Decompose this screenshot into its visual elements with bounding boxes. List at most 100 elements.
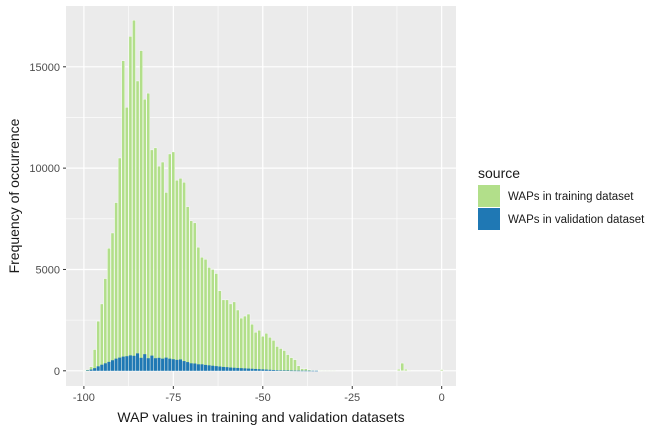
validation-bar — [196, 364, 200, 371]
legend: source WAPs in training dataset WAPs in … — [478, 165, 645, 230]
validation-bar — [121, 356, 125, 371]
validation-bar — [229, 367, 233, 371]
validation-bar — [243, 368, 247, 371]
y-tick-label: 10000 — [29, 163, 60, 175]
validation-bar — [182, 361, 186, 371]
validation-bar — [157, 357, 161, 371]
training-bar — [307, 369, 312, 371]
training-bar — [135, 80, 140, 371]
validation-bar — [218, 366, 222, 371]
validation-bar — [189, 363, 193, 371]
y-axis: 0 5000 10000 15000 — [29, 62, 66, 378]
training-bar — [271, 340, 276, 371]
training-bar — [268, 337, 272, 371]
training-bar — [157, 165, 161, 372]
validation-bar — [146, 358, 150, 371]
training-bar — [407, 369, 412, 371]
validation-bar — [239, 368, 243, 371]
training-bar — [110, 232, 115, 372]
x-tick-label: -50 — [255, 392, 271, 404]
validation-bar — [143, 354, 147, 371]
legend-label-validation: WAPs in validation dataset — [508, 214, 645, 226]
training-bar — [239, 317, 244, 371]
training-bar — [278, 348, 283, 371]
validation-bar — [128, 355, 132, 371]
validation-bar — [225, 367, 229, 371]
training-bar — [221, 299, 226, 372]
validation-bar — [268, 369, 272, 371]
validation-bar — [186, 362, 190, 371]
validation-bar — [246, 368, 250, 371]
validation-bar — [107, 361, 111, 371]
legend-key-training — [478, 185, 500, 207]
validation-bar — [114, 358, 118, 371]
training-bar — [146, 92, 151, 371]
training-bar — [257, 330, 261, 371]
training-bar — [246, 313, 251, 372]
training-bar — [114, 202, 118, 372]
training-bar — [225, 299, 229, 372]
training-bar — [404, 368, 408, 372]
validation-bar — [214, 366, 218, 371]
validation-bar — [264, 369, 268, 371]
validation-bar — [96, 366, 100, 371]
y-tick-label: 5000 — [36, 264, 60, 276]
training-series — [82, 19, 444, 372]
validation-bar — [200, 364, 204, 371]
training-bar — [210, 269, 215, 372]
training-bar — [82, 370, 86, 372]
training-bar — [150, 149, 154, 371]
training-bar — [185, 206, 190, 372]
training-bar — [300, 368, 304, 372]
training-bar — [178, 178, 183, 372]
training-bar — [289, 357, 294, 372]
training-bar — [182, 182, 186, 372]
validation-bar — [171, 359, 175, 371]
validation-bar — [136, 353, 140, 371]
validation-bar — [297, 370, 301, 372]
validation-bar — [314, 370, 318, 372]
training-bar — [329, 370, 333, 372]
legend-title: source — [478, 165, 520, 181]
validation-bar — [164, 357, 168, 371]
validation-bar — [272, 369, 276, 371]
validation-bar — [254, 368, 258, 371]
training-bar — [325, 370, 329, 372]
validation-bar — [250, 368, 254, 371]
validation-bar — [193, 363, 197, 371]
validation-bar — [221, 366, 225, 371]
training-bar — [439, 369, 444, 372]
validation-bar — [161, 358, 165, 371]
validation-bar — [211, 365, 215, 371]
training-bar — [203, 259, 208, 372]
training-bar — [103, 278, 108, 372]
training-bar — [196, 246, 201, 372]
training-bar — [142, 99, 147, 372]
training-bar — [139, 50, 143, 372]
training-bar — [193, 222, 197, 372]
training-bar — [332, 370, 337, 372]
training-bar — [160, 161, 165, 372]
validation-bar — [261, 369, 265, 371]
training-bar — [232, 301, 236, 372]
training-bar — [397, 368, 401, 372]
training-bar — [304, 368, 308, 372]
training-bar — [228, 303, 233, 372]
training-bar — [121, 60, 125, 371]
validation-bar — [300, 370, 304, 372]
training-bar — [128, 36, 133, 371]
validation-bar — [236, 367, 240, 371]
validation-bar — [204, 364, 208, 371]
validation-series — [85, 353, 318, 372]
training-bar — [125, 107, 129, 372]
training-bar — [293, 359, 297, 371]
validation-bar — [85, 370, 89, 371]
training-bar — [189, 220, 193, 371]
training-bar — [282, 350, 286, 371]
validation-bar — [232, 367, 236, 371]
validation-bar — [293, 370, 297, 372]
validation-bar — [125, 356, 129, 371]
training-bar — [311, 369, 315, 371]
validation-bar — [150, 355, 154, 371]
